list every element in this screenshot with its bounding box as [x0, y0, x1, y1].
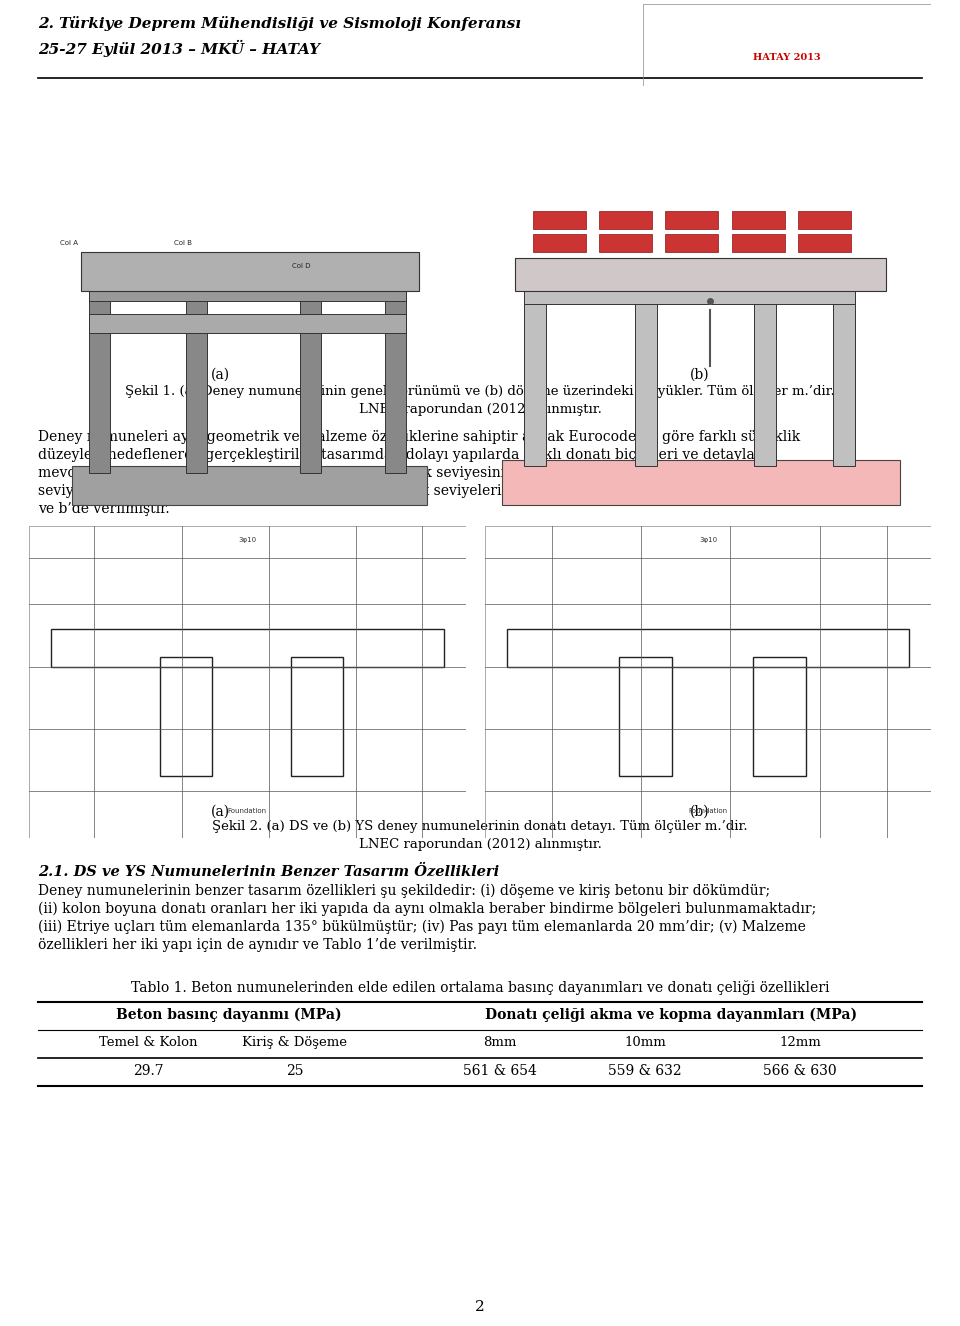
Text: (a): (a): [210, 805, 229, 819]
Bar: [516, 259, 886, 290]
Bar: [665, 235, 718, 252]
Text: ve b’de verilmiştir.: ve b’de verilmiştir.: [38, 503, 170, 516]
Bar: [291, 658, 344, 776]
Bar: [833, 297, 855, 467]
Text: seviyesini belirtmek için kullanılacaktır. Farklı süneklik seviyelerine sahip bu: seviyesini belirtmek için kullanılacaktı…: [38, 484, 828, 499]
Bar: [732, 235, 784, 252]
Text: (a): (a): [210, 369, 229, 382]
Bar: [753, 658, 806, 776]
Text: Deney numunelerinin benzer tasarım özellikleri şu şekildedir: (i) döşeme ve kiri: Deney numunelerinin benzer tasarım özell…: [38, 884, 770, 899]
Text: Col D: Col D: [292, 263, 310, 269]
Text: Donatı çeliği akma ve kopma dayanmları (MPa): Donatı çeliği akma ve kopma dayanmları (…: [485, 1008, 857, 1022]
Bar: [81, 252, 419, 290]
Text: LNEC raporundan (2012) alınmıştır.: LNEC raporundan (2012) alınmıştır.: [359, 838, 601, 851]
Bar: [72, 467, 427, 505]
Text: (b): (b): [690, 369, 709, 382]
Text: Foundation: Foundation: [688, 808, 728, 814]
Text: 559 & 632: 559 & 632: [609, 1063, 682, 1078]
Text: 25-27 Eylül 2013 – MKÜ – HATAY: 25-27 Eylül 2013 – MKÜ – HATAY: [38, 40, 320, 57]
Text: Col A: Col A: [60, 240, 78, 247]
Bar: [89, 294, 110, 473]
Bar: [502, 460, 900, 505]
Text: Beton basınç dayanmı (MPa): Beton basınç dayanmı (MPa): [116, 1008, 342, 1022]
Bar: [798, 235, 851, 252]
Bar: [665, 211, 718, 229]
Bar: [619, 658, 672, 776]
Text: Şekil 2. (a) DS ve (b) YS deney numunelerinin donatı detayı. Tüm ölçüler m.’dir.: Şekil 2. (a) DS ve (b) YS deney numunele…: [212, 819, 748, 833]
Text: 2. Türkiye Deprem Mühendisliği ve Sismoloji Konferansı: 2. Türkiye Deprem Mühendisliği ve Sismol…: [38, 16, 521, 30]
Bar: [385, 294, 406, 473]
Text: 3φ10: 3φ10: [238, 537, 256, 544]
Text: HATAY 2013: HATAY 2013: [754, 53, 821, 62]
Bar: [635, 297, 657, 467]
Text: Foundation: Foundation: [228, 808, 267, 814]
Text: Deney numuneleri aynı geometrik ve malzeme özelliklerine sahiptir ancak Eurocode: Deney numuneleri aynı geometrik ve malze…: [38, 430, 801, 444]
Bar: [524, 297, 546, 467]
Text: düzeyleri hedeflenerek gerçekleştirilen tasarımdan dolayı yapılarda farklı donat: düzeyleri hedeflenerek gerçekleştirilen …: [38, 448, 766, 461]
Bar: [798, 211, 851, 229]
Bar: [159, 658, 212, 776]
Text: Kiriş & Döşeme: Kiriş & Döşeme: [243, 1036, 348, 1049]
Text: mevcuttur. Bu makalede “DS” kısaltması, düşük sünelik seviyesini, “YS” kısaltmas: mevcuttur. Bu makalede “DS” kısaltması, …: [38, 465, 756, 480]
Text: 29.7: 29.7: [132, 1063, 163, 1078]
Text: (b): (b): [690, 805, 709, 819]
Text: Tablo 1. Beton numunelerinden elde edilen ortalama basınç dayanımları ve donatı : Tablo 1. Beton numunelerinden elde edile…: [131, 980, 829, 994]
Text: 8mm: 8mm: [483, 1036, 516, 1049]
Bar: [89, 314, 406, 333]
Text: (ii) kolon boyuna donatı oranları her iki yapıda da aynı olmakla beraber bindirm: (ii) kolon boyuna donatı oranları her ik…: [38, 902, 816, 916]
Bar: [732, 211, 784, 229]
Text: Şekil 1. (a) Deney numunelerinin genel görünümü ve (b) döşeme üzerindeki ek yükl: Şekil 1. (a) Deney numunelerinin genel g…: [125, 385, 835, 398]
Bar: [599, 211, 652, 229]
Text: 25: 25: [286, 1063, 303, 1078]
Bar: [89, 281, 406, 301]
Bar: [300, 294, 322, 473]
Bar: [524, 288, 855, 304]
Text: özellikleri her iki yapı için de aynıdır ve Tablo 1’de verilmiştir.: özellikleri her iki yapı için de aynıdır…: [38, 937, 477, 952]
Bar: [507, 630, 909, 667]
Text: 566 & 630: 566 & 630: [763, 1063, 837, 1078]
Text: 10mm: 10mm: [624, 1036, 666, 1049]
Bar: [51, 630, 444, 667]
Text: 2: 2: [475, 1299, 485, 1314]
Bar: [599, 235, 652, 252]
Text: Temel & Kolon: Temel & Kolon: [99, 1036, 197, 1049]
Text: 3φ10: 3φ10: [699, 537, 717, 544]
Text: Col B: Col B: [174, 240, 192, 247]
Text: (iii) Etriye uçları tüm elemanlarda 135° bükülmüştür; (iv) Pas payı tüm elemanla: (iii) Etriye uçları tüm elemanlarda 135°…: [38, 920, 805, 935]
Bar: [754, 297, 776, 467]
Text: 2.1. DS ve YS Numunelerinin Benzer Tasarım Özellikleri: 2.1. DS ve YS Numunelerinin Benzer Tasar…: [38, 865, 499, 879]
Bar: [533, 235, 586, 252]
Text: 561 & 654: 561 & 654: [463, 1063, 537, 1078]
Text: 12mm: 12mm: [780, 1036, 821, 1049]
Bar: [533, 211, 586, 229]
Text: LNEC raporundan (2012) alınmıştır.: LNEC raporundan (2012) alınmıştır.: [359, 403, 601, 416]
Bar: [186, 294, 207, 473]
